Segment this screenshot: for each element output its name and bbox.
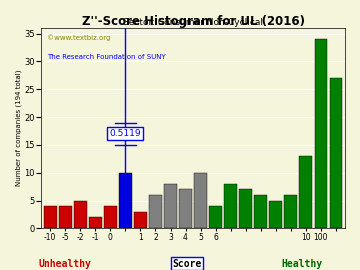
Bar [59,206,72,228]
Bar [330,78,342,228]
Bar [89,217,102,228]
Text: ©www.textbiz.org: ©www.textbiz.org [47,34,111,41]
Bar [255,195,267,228]
Bar [300,156,312,228]
Bar [119,173,132,228]
Bar [239,189,252,228]
Y-axis label: Number of companies (194 total): Number of companies (194 total) [15,70,22,186]
Bar [284,195,297,228]
Bar [149,195,162,228]
Bar [269,201,282,228]
Text: Healthy: Healthy [282,259,323,269]
Text: 0.5119: 0.5119 [109,129,141,138]
Bar [74,201,87,228]
Text: Unhealthy: Unhealthy [39,259,91,269]
Bar [194,173,207,228]
Bar [44,206,57,228]
Bar [315,39,327,228]
Bar [179,189,192,228]
Text: The Research Foundation of SUNY: The Research Foundation of SUNY [47,54,166,60]
Bar [224,184,237,228]
Bar [209,206,222,228]
Bar [134,212,147,228]
Text: Score: Score [172,259,202,269]
Title: Z''-Score Histogram for UL (2016): Z''-Score Histogram for UL (2016) [82,15,305,28]
Bar [104,206,117,228]
Text: Sector: Consumer Non-Cyclical: Sector: Consumer Non-Cyclical [123,18,263,27]
Bar [164,184,177,228]
